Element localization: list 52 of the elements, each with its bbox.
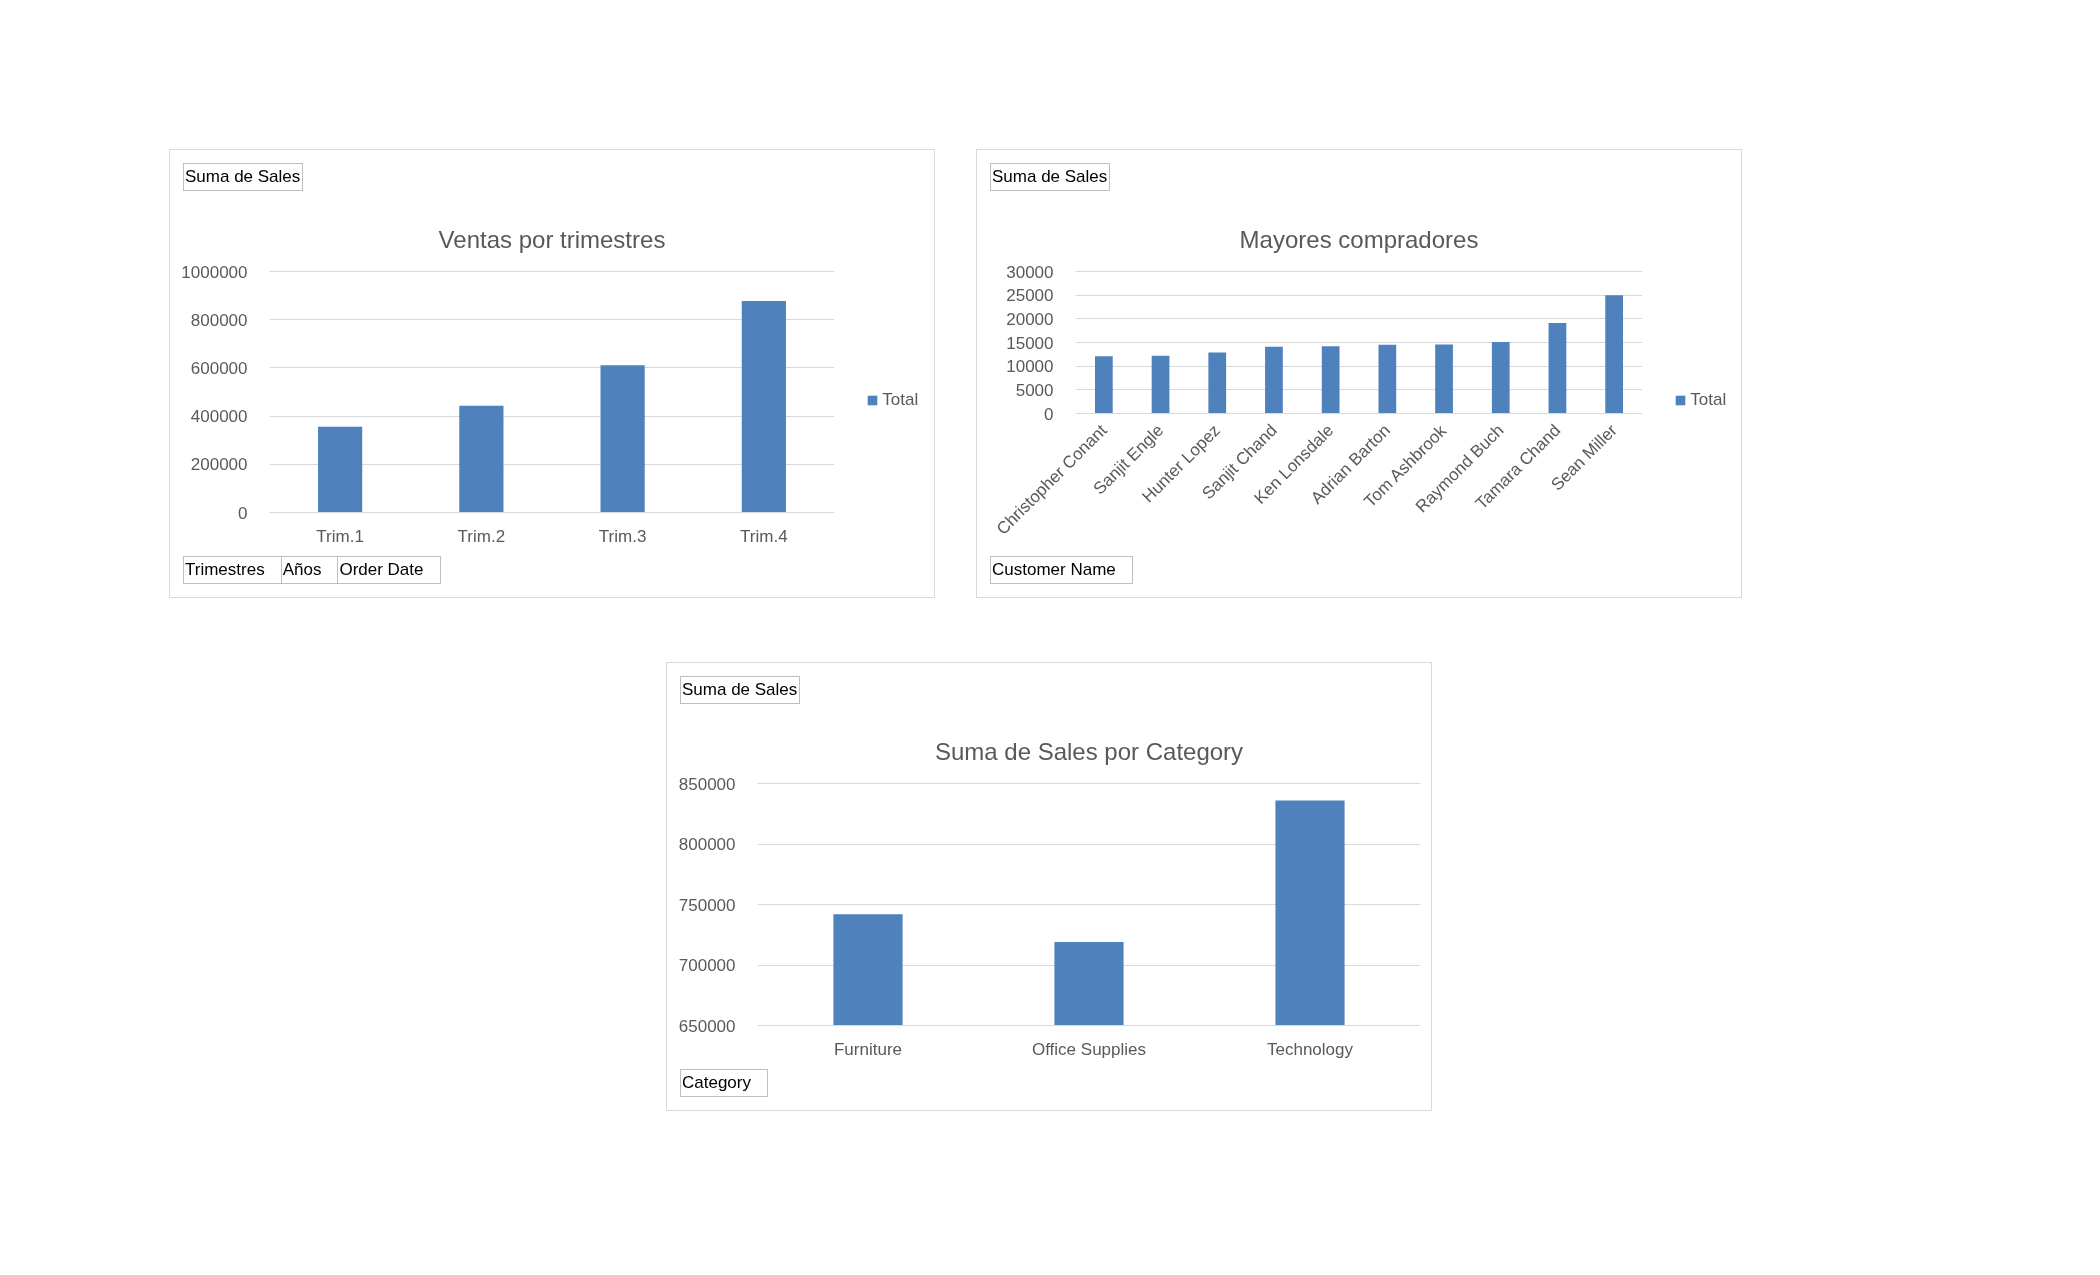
bar (1265, 346, 1283, 414)
bar (1378, 344, 1397, 414)
y-tick-label: 30000 (1006, 262, 1054, 282)
y-tick-label: 800000 (678, 835, 736, 854)
bar (318, 426, 363, 513)
text: Order Date (337, 556, 441, 584)
legend-label: Total (882, 390, 919, 410)
legend-label: Total (1690, 390, 1727, 410)
bar (1208, 352, 1227, 414)
y-tick-label: 200000 (190, 455, 248, 475)
text: Suma de Sales (990, 163, 1111, 191)
x-tick-label: Trim.1 (316, 526, 364, 546)
text: Suma de Sales (183, 163, 304, 191)
y-tick-label: 700000 (678, 956, 736, 975)
y-tick-label: 600000 (190, 358, 248, 378)
x-tick-label: Office Supplies (1031, 1039, 1147, 1059)
y-tick-label: 10000 (1006, 357, 1054, 377)
bar (600, 365, 645, 513)
y-tick-label: 750000 (678, 895, 736, 915)
y-tick-label: 650000 (678, 1016, 736, 1036)
y-tick-label: 0 (1044, 404, 1054, 424)
text: Trimestres (183, 556, 282, 584)
y-tick-label: 850000 (678, 774, 736, 794)
bar (741, 300, 786, 513)
y-tick-label: 0 (238, 503, 248, 523)
x-tick-label: Trim.3 (598, 526, 647, 546)
y-tick-label: 25000 (1006, 286, 1054, 306)
bar (1548, 323, 1567, 414)
bar (1605, 295, 1624, 414)
x-tick-label: Trim.4 (740, 526, 788, 546)
y-tick-label: 800000 (190, 310, 248, 330)
bar (1321, 346, 1340, 414)
text: Category (680, 1069, 768, 1097)
chart-title: Mayores compradores (1239, 225, 1479, 253)
bar (1094, 356, 1113, 414)
bar (1491, 342, 1510, 414)
chart-title: Suma de Sales por Category (934, 737, 1244, 765)
x-tick-label: Technology (1267, 1039, 1354, 1059)
text: Años (280, 556, 339, 584)
x-tick-label: Trim.2 (457, 526, 506, 546)
text: Customer Name (990, 556, 1133, 584)
bar (1151, 355, 1170, 414)
bar (1435, 344, 1453, 414)
x-tick-label: Furniture (833, 1039, 903, 1059)
y-tick-label: 1000000 (181, 262, 248, 282)
y-tick-label: 400000 (190, 407, 248, 427)
chart-title: Ventas por trimestres (438, 225, 666, 253)
text: Suma de Sales (680, 676, 801, 704)
y-tick-label: 15000 (1006, 333, 1054, 353)
bar (459, 405, 504, 513)
y-tick-label: 20000 (1006, 309, 1054, 329)
y-tick-label: 5000 (1015, 380, 1054, 400)
